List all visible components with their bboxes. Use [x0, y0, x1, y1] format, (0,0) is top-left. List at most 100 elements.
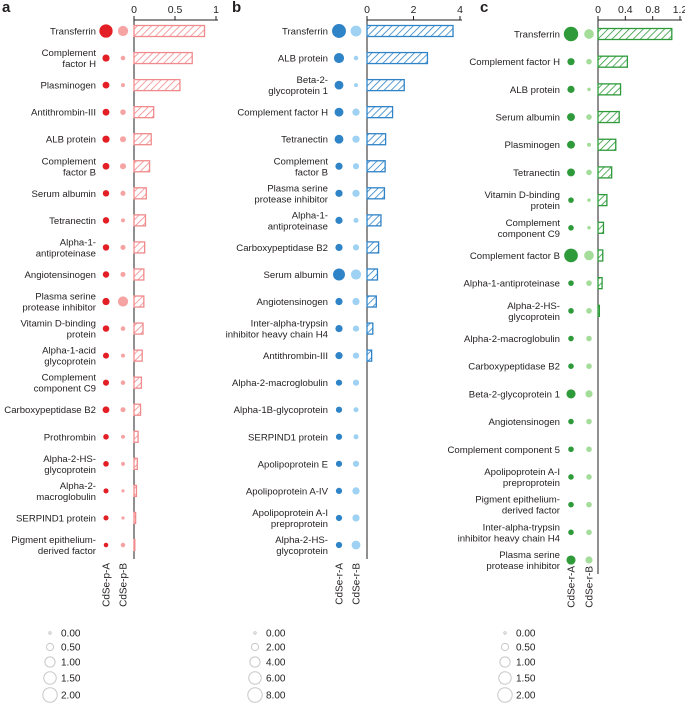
bubble-b-plasma-serine-protease-inhibitor — [117, 296, 129, 307]
bubble-a-serum-albumin — [333, 268, 345, 281]
legend-label: 1.00 — [61, 658, 81, 669]
protein-label-beta-2-glycoprotein-1: Beta-2-glycoprotein 1 — [469, 389, 560, 400]
bubble-b-alpha-1-antiproteinase — [120, 244, 126, 250]
bubble-b-alpha-2-hs-glycoprotein — [586, 308, 592, 314]
protein-label-inter-alpha-trypsin-inhibitor-heavy-chain-h4: Inter-alpha-trypsin inhibitor heavy chain… — [458, 522, 561, 544]
bubble-b-plasminogen — [587, 142, 591, 147]
bubble-a-alpha-1-antiproteinase — [335, 216, 343, 224]
bar-prothrombin — [133, 430, 139, 443]
protein-label-apolipoprotein-a-i-preproprotein: Apolipoprotein A-I preproprotein — [252, 508, 328, 530]
legend-label: 0.50 — [516, 643, 536, 654]
protein-label-alb-protein: ALB protein — [278, 54, 328, 65]
bubble-b-complement-factor-b — [352, 163, 360, 170]
bar-pigment-epithelium-derived-factor — [133, 538, 136, 552]
bubble-a-alpha-2-macroglobulin — [103, 488, 109, 494]
bar-alpha-1-antiproteinase — [597, 277, 603, 290]
panel-c: c 0 0.4 0.8 1.2 Transferrin Complement factor … — [447, 0, 685, 703]
legend-label: 4.00 — [266, 658, 286, 669]
protein-label-plasminogen: Plasminogen — [41, 81, 96, 92]
x-tick-label: 0.8 — [645, 4, 660, 16]
bubble-a-plasma-serine-protease-inhibitor — [566, 555, 576, 565]
protein-label-angiotensinogen: Angiotensinogen — [25, 270, 96, 281]
bar-serum-albumin — [597, 110, 620, 124]
bubble-b-plasminogen — [121, 83, 125, 88]
bar-alpha-2-macroglobulin — [133, 484, 138, 498]
bar-transferrin — [133, 24, 206, 38]
panel-letter: a — [2, 0, 11, 16]
protein-label-alb-protein: ALB protein — [510, 85, 560, 96]
column-label-cdse-p-a: CdSe-p-A — [102, 563, 113, 607]
legend-circle — [42, 687, 58, 703]
bar-alpha-2-hs-glycoprotein — [597, 304, 601, 317]
bubble-a-tetranectin — [102, 217, 110, 224]
bubble-b-complement-factor-b — [584, 250, 594, 261]
bubble-b-carboxypeptidase-b2 — [120, 407, 126, 413]
bubble-b-angiotensinogen — [586, 418, 592, 425]
bubble-b-antithrombin-iii — [352, 352, 360, 359]
bar-tetranectin — [133, 214, 147, 227]
x-tick-label: 1 — [213, 4, 219, 16]
bar-complement-factor-h — [133, 51, 193, 65]
bar-complement-factor-b — [133, 160, 151, 173]
x-tick-label: 0.4 — [618, 4, 633, 16]
bubble-b-vitamin-d-binding-protein — [120, 326, 126, 331]
protein-label-complement-factor-h: Complement factor H — [469, 57, 560, 68]
legend-label: 0.50 — [61, 643, 81, 654]
legend-circle — [248, 671, 262, 685]
bubble-b-plasma-serine-protease-inhibitor — [352, 189, 360, 197]
bubble-a-carboxypeptidase-b2 — [568, 363, 574, 369]
bubble-b-complement-factor-h — [120, 55, 126, 61]
bubble-a-complement-factor-b — [335, 162, 343, 170]
protein-label-antithrombin-iii: Antithrombin-III — [31, 108, 96, 119]
column-label-cdse-r-b: CdSe-r-B — [352, 563, 363, 605]
bar-alpha-2-hs-glycoprotein — [133, 457, 138, 470]
bubble-b-beta-2-glycoprotein-1 — [354, 83, 358, 88]
protein-label-alb-protein: ALB protein — [46, 135, 96, 146]
legend-circle — [43, 671, 57, 685]
bubble-a-complement-component-c9 — [102, 379, 110, 386]
bubble-b-alpha-1-antiproteinase — [353, 217, 359, 223]
bubble-a-apolipoprotein-a-i-preproprotein — [335, 514, 343, 522]
bubble-b-angiotensinogen — [120, 271, 126, 278]
protein-label-complement-factor-h: Complement factor H — [237, 108, 328, 119]
bar-tetranectin — [597, 166, 613, 179]
legend-label: 0.00 — [516, 629, 536, 640]
legend-label: 6.00 — [266, 674, 286, 685]
bubble-b-alpha-2-macroglobulin — [352, 379, 360, 386]
bubble-a-tetranectin — [334, 134, 344, 144]
legend-circle — [48, 631, 52, 635]
protein-label-alpha-1-antiproteinase: Alpha-1-antiproteinase — [463, 279, 560, 290]
bubble-b-prothrombin — [121, 434, 125, 439]
bubble-b-pigment-epithelium-derived-factor — [120, 542, 126, 548]
bar-serpind1-protein — [133, 511, 137, 525]
bar-complement-factor-h — [597, 55, 629, 68]
protein-label-complement-component-c9: Complement component C9 — [34, 373, 97, 395]
protein-label-apolipoprotein-a-i-preproprotein: Apolipoprotein A-I preproprotein — [484, 467, 560, 489]
legend-circle — [499, 656, 511, 668]
column-label-cdse-r-a: CdSe-r-A — [335, 563, 346, 605]
bubble-b-complement-factor-h — [352, 108, 360, 116]
protein-label-complement-factor-b: Complement factor B — [274, 156, 329, 178]
bubble-b-alpha-1-acid-glycoprotein — [121, 353, 125, 358]
column-label-cdse-r-b: CdSe-r-B — [585, 566, 596, 608]
protein-label-apolipoprotein-a-iv: Apolipoprotein A-IV — [246, 486, 329, 497]
bar-complement-factor-b — [366, 160, 386, 173]
bubble-b-alpha-2-hs-glycoprotein — [351, 540, 361, 550]
bubble-a-angiotensinogen — [335, 297, 343, 306]
bar-angiotensinogen — [133, 268, 145, 281]
protein-label-alpha-1-antiproteinase: Alpha-1-antiproteinase — [268, 210, 328, 232]
bubble-b-serum-albumin — [586, 114, 592, 120]
bubble-b-serpind1-protein — [121, 516, 125, 520]
bubble-b-transferrin — [350, 25, 362, 37]
bubble-a-serum-albumin — [567, 113, 575, 121]
bar-angiotensinogen — [366, 295, 377, 308]
bar-inter-alpha-trypsin-inhibitor-heavy-chain-h4 — [366, 322, 374, 335]
bubble-a-plasminogen — [567, 140, 575, 149]
protein-label-plasma-serine-protease-inhibitor: Plasma serine protease inhibitor — [486, 550, 560, 572]
protein-label-serum-albumin: Serum albumin — [263, 270, 328, 281]
protein-label-serum-albumin: Serum albumin — [31, 189, 96, 200]
protein-label-antithrombin-iii: Antithrombin-III — [263, 351, 328, 362]
bar-alpha-1-antiproteinase — [366, 214, 382, 227]
bubble-b-complement-factor-h — [586, 58, 592, 65]
legend-label: 2.00 — [516, 691, 536, 702]
